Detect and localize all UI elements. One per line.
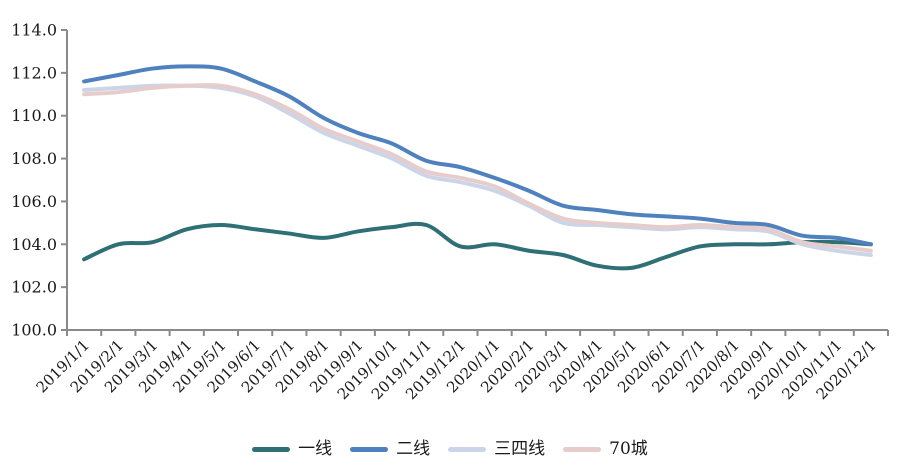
chart-canvas: 100.0 102.0 104.0 106.0 108.0 110.0 112.0 114.0… [11, 21, 889, 403]
y-axis-label: 106.0 [11, 192, 57, 211]
legend-swatch [252, 447, 291, 452]
legend-item-70-cities: 70城 [563, 441, 648, 458]
y-axis-label: 112.0 [11, 63, 57, 82]
legend-item-second-tier: 二线 [350, 441, 430, 458]
legend-label: 一线 [298, 439, 333, 459]
series-line-70-cities [82, 82, 873, 253]
x-axis: 2019/1/12019/2/12019/3/12019/4/12019/5/1… [33, 329, 889, 403]
series-line-third-fourth-tier [82, 83, 873, 257]
legend-swatch [563, 447, 602, 452]
legend-label: 70城 [609, 439, 648, 459]
legend-label: 三四线 [494, 439, 546, 459]
legend-swatch [448, 447, 487, 452]
series-line-first-tier [82, 221, 873, 271]
y-axis-label: 108.0 [11, 149, 57, 168]
chart-legend: 一线 二线 三四线 70城 [0, 441, 900, 458]
y-axis-label: 102.0 [11, 278, 57, 297]
y-axis-label: 110.0 [11, 106, 57, 125]
y-axis-label: 100.0 [11, 321, 57, 340]
legend-label: 二线 [396, 439, 431, 459]
y-axis: 100.0 102.0 104.0 106.0 108.0 110.0 112.0 114.0 [11, 21, 68, 340]
series-line-second-tier [82, 64, 873, 247]
y-axis-label: 104.0 [11, 235, 57, 254]
legend-swatch [350, 447, 389, 452]
legend-item-third-fourth-tier: 三四线 [448, 441, 545, 458]
legend-item-first-tier: 一线 [252, 441, 332, 458]
y-axis-label: 114.0 [11, 21, 57, 40]
